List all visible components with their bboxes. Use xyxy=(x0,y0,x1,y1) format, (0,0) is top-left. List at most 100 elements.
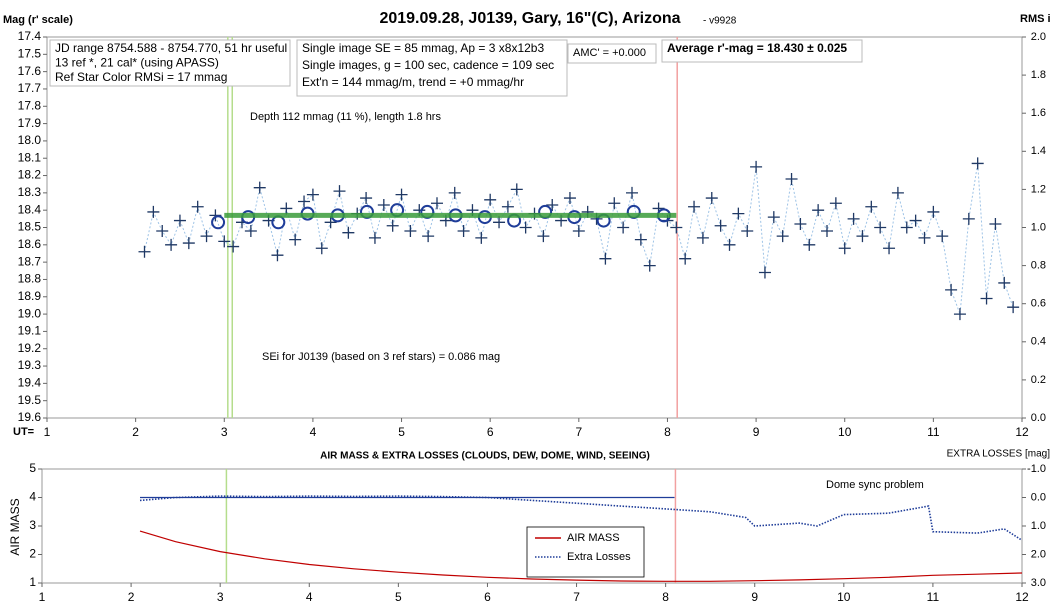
data-point xyxy=(191,200,204,213)
x-tick-label: 12 xyxy=(1015,590,1029,604)
data-point xyxy=(227,240,240,253)
data-point xyxy=(608,197,621,210)
info-text: Single images, g = 100 sec, cadence = 10… xyxy=(302,58,554,72)
average-point xyxy=(626,204,641,219)
info-text: JD range 8754.588 - 8754.770, 51 hr usef… xyxy=(55,41,287,55)
y2-tick-label: 1.2 xyxy=(1031,183,1046,195)
info-box xyxy=(296,39,568,97)
data-point xyxy=(165,238,178,251)
chart-title: AIR MASS & EXTRA LOSSES (CLOUDS, DEW, DO… xyxy=(320,451,650,462)
chart-title: 2019.09.28, J0139, Gary, 16"(C), Arizona xyxy=(379,10,680,27)
data-point xyxy=(519,221,532,234)
x-axis-label: UT= xyxy=(13,426,34,438)
x-tick-label: 8 xyxy=(664,425,671,439)
x-tick-label: 7 xyxy=(575,425,582,439)
y-tick-label: 1 xyxy=(29,575,36,589)
data-point xyxy=(360,192,373,205)
y-tick-label: 19.2 xyxy=(18,341,42,355)
y-tick-label: 18.4 xyxy=(18,202,42,216)
series-line xyxy=(139,530,1023,582)
data-point xyxy=(324,216,337,229)
data-point xyxy=(670,221,683,234)
y2-axis-label: RMS i xyxy=(1020,13,1051,25)
y-axis-label: Mag (r' scale) xyxy=(3,14,73,26)
data-point xyxy=(244,224,257,237)
legend-label: AIR MASS xyxy=(567,532,620,544)
data-point xyxy=(696,231,709,244)
data-point xyxy=(953,308,966,321)
y-tick-label: 19.0 xyxy=(18,306,42,320)
data-point xyxy=(182,237,195,250)
data-point xyxy=(634,233,647,246)
data-point xyxy=(342,226,355,239)
y2-tick-label: 0.6 xyxy=(1031,298,1046,310)
y2-tick-label: -1.0 xyxy=(1027,463,1046,475)
info-box xyxy=(661,39,863,63)
data-point xyxy=(829,197,842,210)
data-point xyxy=(493,216,506,229)
y-tick-label: 19.5 xyxy=(18,393,42,407)
y2-tick-label: 1.6 xyxy=(1031,107,1046,119)
y-tick-label: 19.3 xyxy=(18,358,42,372)
data-point xyxy=(1007,301,1020,314)
data-point xyxy=(856,230,869,243)
data-point xyxy=(874,221,887,234)
y-tick-label: 18.2 xyxy=(18,168,42,182)
data-point xyxy=(431,197,443,210)
y-tick-label: 18.8 xyxy=(18,272,42,286)
data-point xyxy=(891,186,904,199)
y-tick-label: 18.5 xyxy=(18,220,42,234)
data-point xyxy=(218,235,231,248)
data-point xyxy=(732,207,745,220)
data-point xyxy=(714,219,727,232)
data-point xyxy=(705,192,718,205)
data-point xyxy=(563,192,576,205)
data-point xyxy=(368,231,381,244)
data-point xyxy=(794,218,807,231)
x-tick-label: 3 xyxy=(217,590,224,604)
y-tick-label: 19.1 xyxy=(18,324,42,338)
data-point xyxy=(200,230,213,243)
data-point xyxy=(883,242,896,255)
data-point xyxy=(980,292,993,305)
info-text: Ext'n = 144 mmag/m, trend = +0 mmag/hr xyxy=(302,75,524,89)
y-tick-label: 17.5 xyxy=(18,46,42,60)
y-tick-label: 17.7 xyxy=(18,81,42,95)
annotation: SEi for J0139 (based on 3 ref stars) = 0… xyxy=(262,351,500,363)
data-point xyxy=(475,231,488,244)
info-text: Single image SE = 85 mmag, Ap = 3 x8x12b… xyxy=(302,41,544,55)
data-point xyxy=(306,188,319,201)
data-point xyxy=(315,242,328,255)
data-point xyxy=(546,198,559,211)
y2-tick-label: 1.8 xyxy=(1031,69,1046,81)
data-point xyxy=(572,224,585,237)
y-tick-label: 3 xyxy=(29,518,36,532)
x-tick-label: 10 xyxy=(837,590,851,604)
x-tick-label: 12 xyxy=(1015,425,1029,439)
y2-tick-label: 1.4 xyxy=(1031,145,1046,157)
y-tick-label: 18.9 xyxy=(18,289,42,303)
x-tick-label: 2 xyxy=(128,590,135,604)
x-tick-label: 6 xyxy=(484,590,491,604)
data-point xyxy=(909,214,922,227)
x-tick-label: 4 xyxy=(310,425,317,439)
x-tick-label: 10 xyxy=(838,425,852,439)
info-text: AMC' = +0.000 xyxy=(573,47,646,59)
y2-tick-label: 1.0 xyxy=(1031,221,1046,233)
data-point xyxy=(962,212,975,225)
data-point xyxy=(156,224,169,237)
data-point xyxy=(918,231,931,244)
y2-tick-label: 0.2 xyxy=(1031,374,1046,386)
data-point xyxy=(457,224,470,237)
data-point xyxy=(333,185,346,198)
data-point xyxy=(750,160,763,173)
data-point xyxy=(209,209,222,222)
y2-tick-label: 3.0 xyxy=(1031,577,1046,589)
y-tick-label: 18.0 xyxy=(18,133,42,147)
data-point xyxy=(927,205,940,218)
legend-box xyxy=(526,526,645,578)
x-tick-label: 1 xyxy=(44,425,51,439)
average-point xyxy=(420,204,435,219)
data-point xyxy=(989,218,1002,231)
